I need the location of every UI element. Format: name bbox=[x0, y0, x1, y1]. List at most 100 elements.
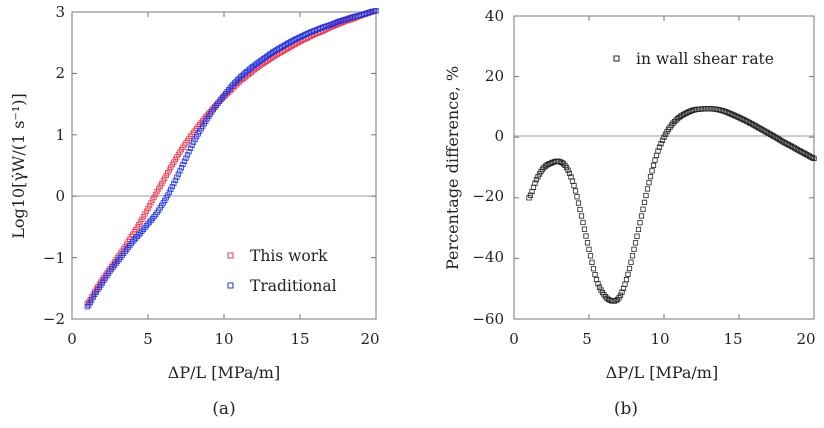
chart-b-panel-label: (b) bbox=[614, 399, 638, 419]
chart-b-xtick-label: 0 bbox=[509, 330, 519, 348]
data-point-traditional bbox=[165, 192, 171, 198]
data-point-traditional bbox=[177, 168, 183, 174]
data-point-wall-shear-rate bbox=[770, 133, 777, 139]
chart-a-series-traditional bbox=[84, 8, 379, 310]
chart-b-xlabel: ΔP/L [MPa/m] bbox=[606, 363, 718, 382]
data-point-wall-shear-rate bbox=[649, 168, 655, 174]
data-point-wall-shear-rate bbox=[647, 174, 654, 180]
data-point-traditional bbox=[136, 232, 142, 238]
data-point-traditional bbox=[169, 183, 175, 190]
data-point-wall-shear-rate bbox=[571, 183, 577, 189]
chart-a-ytick-label: 0 bbox=[55, 187, 65, 205]
data-point-wall-shear-rate bbox=[662, 131, 669, 137]
data-point-wall-shear-rate bbox=[565, 167, 571, 173]
data-point-wall-shear-rate bbox=[595, 281, 601, 287]
data-point-traditional bbox=[166, 189, 172, 195]
data-point-wall-shear-rate bbox=[574, 194, 580, 200]
data-point-traditional bbox=[134, 233, 140, 240]
data-point-wall-shear-rate bbox=[641, 199, 648, 205]
legend-label-traditional: Traditional bbox=[250, 277, 337, 295]
data-point-this-work bbox=[146, 203, 153, 209]
legend-marker-this-work bbox=[227, 252, 234, 259]
data-point-wall-shear-rate bbox=[704, 106, 711, 112]
data-point-this-work bbox=[154, 189, 160, 195]
data-point-traditional bbox=[172, 177, 178, 183]
data-point-traditional bbox=[238, 74, 244, 80]
data-point-traditional bbox=[84, 304, 90, 310]
data-point-wall-shear-rate bbox=[625, 271, 631, 277]
data-point-this-work bbox=[156, 186, 162, 192]
data-point-this-work bbox=[149, 197, 156, 203]
data-point-wall-shear-rate bbox=[533, 177, 540, 183]
chart-b-ylabel: Percentage difference, % bbox=[443, 66, 462, 270]
data-point-traditional bbox=[163, 195, 169, 201]
data-point-wall-shear-rate bbox=[697, 106, 703, 112]
data-point-wall-shear-rate bbox=[658, 140, 664, 147]
data-point-this-work bbox=[159, 180, 165, 187]
chart-a-xtick-label: 0 bbox=[67, 330, 77, 348]
data-point-wall-shear-rate bbox=[634, 233, 640, 239]
data-point-wall-shear-rate bbox=[587, 253, 594, 259]
data-point-this-work bbox=[230, 85, 236, 91]
data-point-this-work bbox=[165, 170, 171, 176]
data-point-wall-shear-rate bbox=[613, 297, 619, 304]
data-point-wall-shear-rate bbox=[623, 277, 630, 283]
data-point-this-work bbox=[139, 216, 145, 222]
chart-a-ytick-label: −2 bbox=[43, 310, 65, 328]
data-point-traditional bbox=[233, 78, 239, 84]
data-point-traditional bbox=[239, 72, 245, 79]
data-point-wall-shear-rate bbox=[655, 148, 661, 154]
data-point-traditional bbox=[180, 161, 186, 168]
chart-b-series-wall-shear-rate bbox=[526, 106, 817, 304]
data-point-traditional bbox=[175, 171, 181, 177]
chart-a-ticks bbox=[71, 11, 377, 320]
data-point-traditional bbox=[162, 197, 168, 203]
data-point-wall-shear-rate bbox=[673, 117, 679, 123]
data-point-traditional bbox=[89, 297, 95, 303]
data-point-wall-shear-rate bbox=[626, 265, 633, 272]
data-point-wall-shear-rate bbox=[535, 174, 541, 180]
data-point-wall-shear-rate bbox=[614, 296, 621, 303]
data-point-traditional bbox=[146, 219, 153, 225]
data-point-traditional bbox=[236, 75, 242, 81]
data-point-wall-shear-rate bbox=[643, 192, 649, 199]
chart-b-xtick-label: 5 bbox=[582, 330, 592, 348]
data-point-wall-shear-rate bbox=[592, 271, 598, 278]
legend-marker-traditional bbox=[227, 282, 234, 289]
data-point-wall-shear-rate bbox=[803, 151, 810, 158]
data-point-traditional bbox=[178, 165, 185, 171]
data-point-this-work bbox=[168, 164, 174, 170]
data-point-wall-shear-rate bbox=[707, 106, 714, 112]
data-point-wall-shear-rate bbox=[659, 137, 666, 143]
data-point-wall-shear-rate bbox=[632, 240, 639, 246]
data-point-wall-shear-rate bbox=[619, 289, 625, 295]
data-point-this-work bbox=[152, 191, 159, 197]
data-point-wall-shear-rate bbox=[577, 206, 583, 213]
data-point-this-work bbox=[169, 162, 175, 168]
data-point-this-work bbox=[151, 194, 157, 200]
data-point-wall-shear-rate bbox=[578, 213, 585, 219]
chart-a-xtick-label: 10 bbox=[214, 330, 233, 348]
data-point-traditional bbox=[87, 300, 93, 306]
data-point-wall-shear-rate bbox=[575, 200, 582, 206]
chart-a-ylabel: Log10[γ̇W/(1 s⁻¹)] bbox=[9, 93, 28, 239]
chart-b-ytick-label: 20 bbox=[485, 67, 504, 85]
chart-b-ytick-label: −20 bbox=[472, 187, 504, 205]
chart-a-panel-label: (a) bbox=[212, 399, 235, 419]
data-point-this-work bbox=[160, 178, 166, 184]
data-point-wall-shear-rate bbox=[772, 134, 778, 140]
data-point-wall-shear-rate bbox=[670, 120, 676, 126]
data-point-wall-shear-rate bbox=[698, 106, 705, 112]
data-point-traditional bbox=[168, 186, 174, 193]
chart-a-ytick-label: 1 bbox=[55, 126, 65, 144]
chart-a-ytick-label: 2 bbox=[55, 64, 65, 82]
data-point-wall-shear-rate bbox=[586, 246, 592, 252]
data-point-this-work bbox=[84, 301, 90, 307]
data-point-wall-shear-rate bbox=[628, 259, 634, 265]
data-point-this-work bbox=[206, 110, 212, 116]
data-point-wall-shear-rate bbox=[671, 118, 678, 125]
data-point-wall-shear-rate bbox=[646, 180, 652, 186]
data-point-traditional bbox=[90, 294, 96, 300]
chart-a-ytick-label: −1 bbox=[43, 249, 65, 267]
data-point-this-work bbox=[162, 175, 168, 181]
